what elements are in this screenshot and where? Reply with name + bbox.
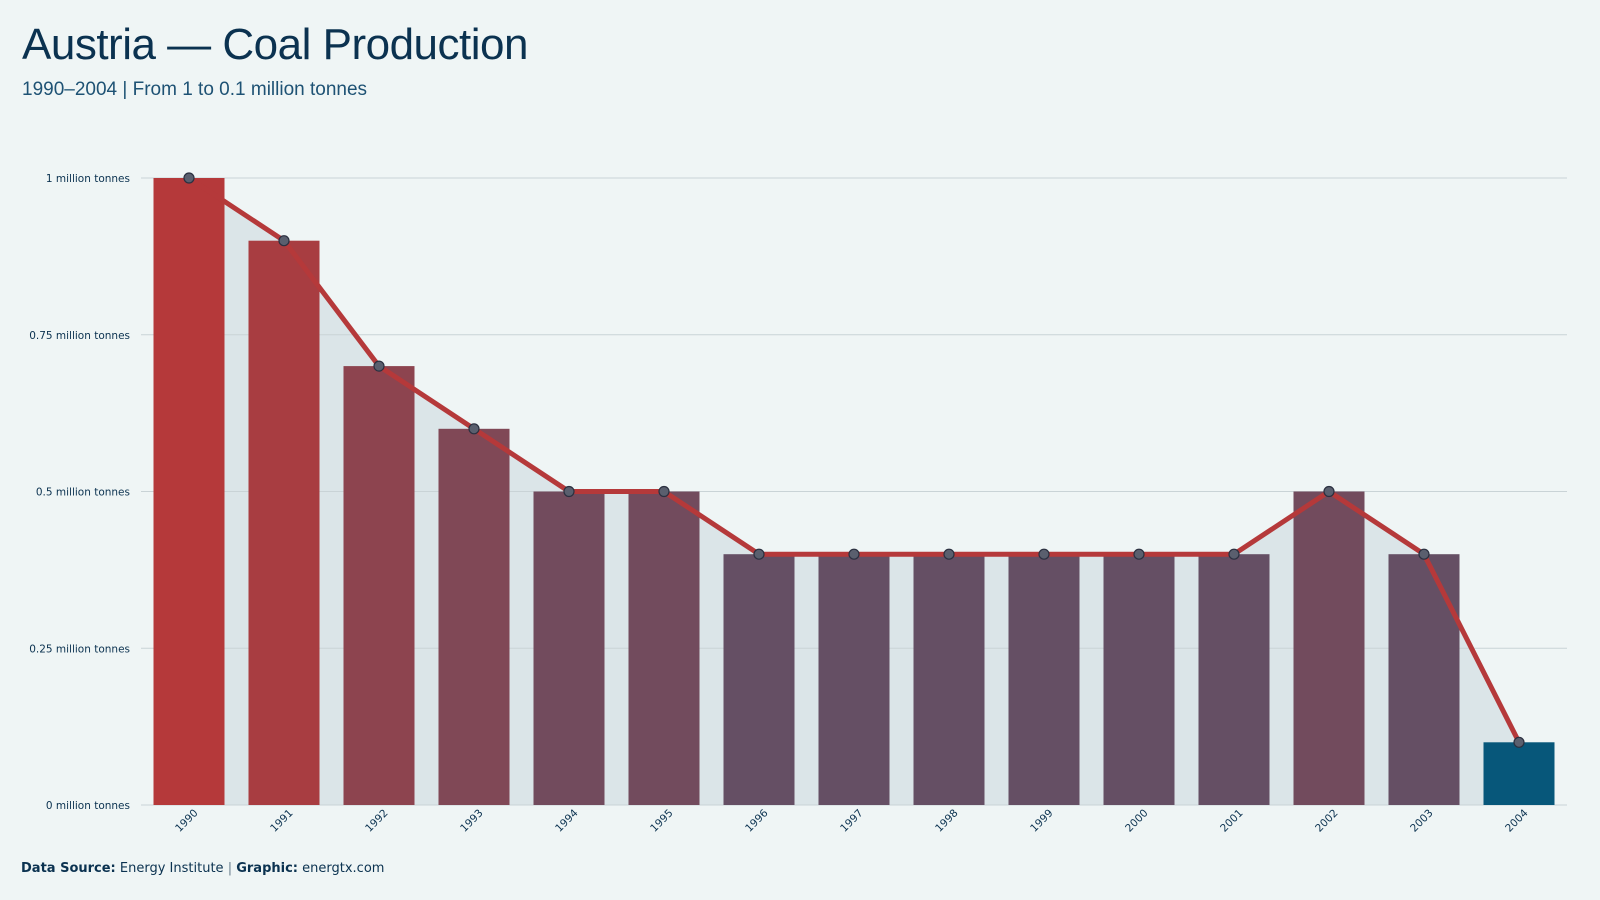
- x-tick-label: 1992: [363, 807, 390, 834]
- bar-1997: [818, 554, 890, 805]
- marker-2004: [1513, 736, 1525, 748]
- x-tick-label: 2004: [1503, 807, 1531, 835]
- bar-1993: [438, 428, 510, 805]
- bar-2000: [1103, 554, 1175, 805]
- marker-1990: [183, 172, 195, 184]
- x-tick-label: 1990: [173, 807, 200, 834]
- bar-1996: [723, 554, 795, 805]
- bar-1990: [153, 178, 225, 805]
- x-tick-label: 1996: [743, 807, 771, 835]
- marker-1991: [278, 235, 290, 247]
- bar-1992: [343, 366, 415, 805]
- y-tick-label: 1 million tonnes: [46, 173, 130, 185]
- marker-1995: [658, 485, 670, 498]
- x-tick-label: 1998: [933, 807, 960, 834]
- chart-title: Austria — Coal Production: [22, 20, 528, 69]
- x-tick-label: 2003: [1408, 807, 1435, 834]
- bar-1991: [248, 240, 320, 805]
- x-tick-label: 2002: [1313, 807, 1340, 834]
- bar-1999: [1008, 554, 1080, 805]
- marker-1997: [848, 548, 860, 560]
- marker-2001: [1228, 548, 1240, 560]
- marker-2002: [1323, 485, 1335, 498]
- marker-1996: [753, 548, 765, 560]
- x-tick-label: 2001: [1218, 807, 1245, 834]
- bars: [153, 178, 1555, 805]
- x-tick-label: 2000: [1123, 807, 1150, 834]
- y-tick-label: 0.5 million tonnes: [36, 487, 130, 499]
- bar-1994: [533, 491, 605, 805]
- x-tick-label: 1993: [458, 807, 485, 834]
- bar-2001: [1198, 554, 1270, 805]
- bar-2002: [1293, 491, 1365, 805]
- y-tick-label: 0.25 million tonnes: [29, 643, 130, 655]
- source-label: Data Source:: [21, 861, 116, 876]
- x-tick-label: 1999: [1028, 807, 1055, 834]
- marker-2003: [1418, 548, 1430, 560]
- marker-1999: [1038, 548, 1050, 560]
- x-tick-label: 1995: [648, 807, 675, 834]
- bar-2003: [1388, 554, 1460, 805]
- x-tick-label: 1991: [268, 807, 295, 834]
- footer-separator: |: [227, 861, 233, 876]
- marker-1998: [943, 548, 955, 560]
- chart-subtitle: 1990–2004 | From 1 to 0.1 million tonnes: [22, 79, 368, 100]
- y-tick-label: 0 million tonnes: [46, 800, 130, 812]
- graphic-value: energtx.com: [302, 861, 385, 876]
- marker-1992: [373, 360, 385, 372]
- marker-1993: [468, 423, 480, 435]
- bar-1995: [628, 491, 700, 805]
- marker-2000: [1133, 548, 1145, 560]
- x-axis-ticks: 1990 1991 1992 1993 1994 1995 1996 1997 1998 1999…: [173, 807, 1531, 835]
- marker-1994: [563, 485, 575, 498]
- markers: [183, 172, 1525, 748]
- bar-2004: [1483, 742, 1555, 805]
- graphic-label: Graphic:: [236, 861, 298, 876]
- y-tick-label: 0.75 million tonnes: [29, 330, 130, 342]
- bar-1998: [913, 554, 985, 805]
- y-axis-ticks: 0 million tonnes 0.25 million tonnes 0.5 m…: [29, 173, 130, 812]
- x-tick-label: 1994: [553, 807, 581, 835]
- x-tick-label: 1997: [838, 807, 865, 834]
- source-value: Energy Institute: [119, 861, 224, 876]
- footer-credits: Data Source: Energy Institute | Graphic:…: [21, 861, 384, 876]
